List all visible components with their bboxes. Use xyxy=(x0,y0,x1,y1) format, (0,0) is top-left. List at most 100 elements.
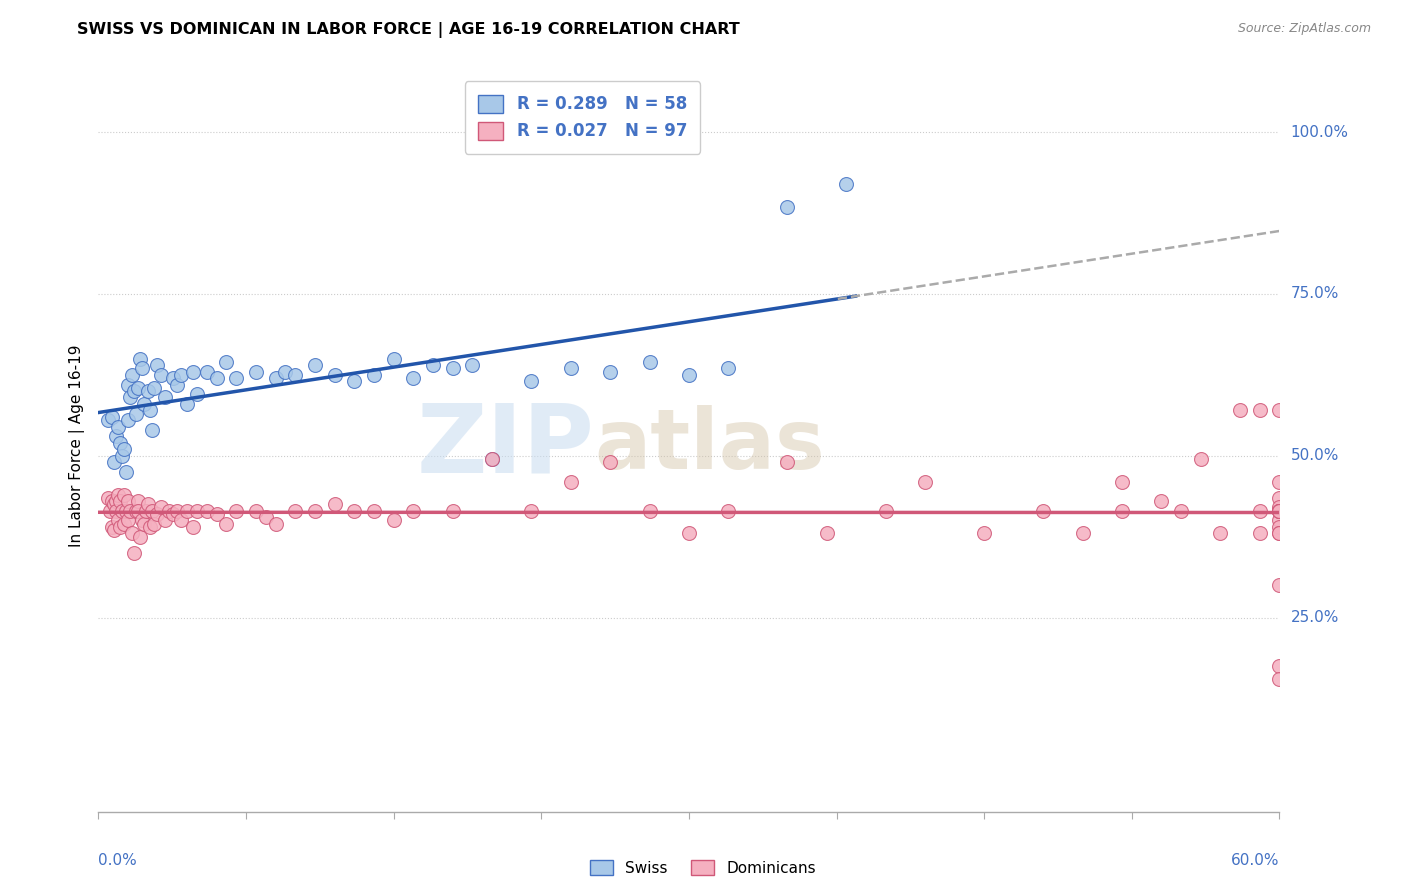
Point xyxy=(155,391,177,405)
Point xyxy=(101,520,124,534)
Point xyxy=(1150,494,1173,508)
Point xyxy=(245,504,267,518)
Point xyxy=(117,494,139,508)
Point xyxy=(127,504,149,518)
Point xyxy=(274,365,297,379)
Point xyxy=(115,504,138,518)
Point xyxy=(142,516,165,531)
Point xyxy=(117,413,139,427)
Point xyxy=(142,381,165,395)
Point xyxy=(481,452,503,467)
Point xyxy=(638,355,661,369)
Point xyxy=(402,371,425,385)
Point xyxy=(1268,403,1291,417)
Point xyxy=(101,494,124,508)
Point xyxy=(107,513,129,527)
Point xyxy=(162,371,184,385)
Point xyxy=(195,504,218,518)
Point xyxy=(1111,504,1133,518)
Point xyxy=(122,546,145,560)
Point xyxy=(166,504,188,518)
Point xyxy=(343,504,366,518)
Point xyxy=(162,507,184,521)
Point xyxy=(97,413,120,427)
Text: 100.0%: 100.0% xyxy=(1291,125,1348,139)
Point xyxy=(441,504,464,518)
Point xyxy=(323,368,346,382)
Point xyxy=(186,504,208,518)
Point xyxy=(112,487,135,501)
Point xyxy=(1268,504,1291,518)
Point xyxy=(131,361,153,376)
Point xyxy=(304,504,326,518)
Point xyxy=(138,403,160,417)
Point xyxy=(520,504,543,518)
Point xyxy=(1249,526,1271,541)
Point xyxy=(155,513,177,527)
Text: SWISS VS DOMINICAN IN LABOR FORCE | AGE 16-19 CORRELATION CHART: SWISS VS DOMINICAN IN LABOR FORCE | AGE … xyxy=(77,22,740,38)
Point xyxy=(1268,526,1291,541)
Point xyxy=(1268,504,1291,518)
Point xyxy=(1268,500,1291,515)
Point xyxy=(402,504,425,518)
Point xyxy=(141,423,163,437)
Point xyxy=(108,520,131,534)
Point xyxy=(101,409,124,424)
Point xyxy=(835,177,858,191)
Point xyxy=(973,526,995,541)
Point xyxy=(127,494,149,508)
Point xyxy=(121,526,143,541)
Point xyxy=(111,504,134,518)
Point xyxy=(1268,672,1291,686)
Point xyxy=(678,368,700,382)
Point xyxy=(638,504,661,518)
Point xyxy=(215,355,238,369)
Point xyxy=(1268,513,1291,527)
Point xyxy=(599,365,621,379)
Point xyxy=(815,526,838,541)
Point xyxy=(205,371,228,385)
Point xyxy=(125,407,148,421)
Point xyxy=(1170,504,1192,518)
Point xyxy=(97,491,120,505)
Point xyxy=(776,200,799,214)
Point xyxy=(1268,504,1291,518)
Point xyxy=(136,497,159,511)
Point xyxy=(118,504,141,518)
Legend: Swiss, Dominicans: Swiss, Dominicans xyxy=(585,854,821,881)
Legend: R = 0.289   N = 58, R = 0.027   N = 97: R = 0.289 N = 58, R = 0.027 N = 97 xyxy=(465,81,700,153)
Point xyxy=(103,497,125,511)
Point xyxy=(1249,504,1271,518)
Point xyxy=(225,504,247,518)
Point xyxy=(103,523,125,537)
Point xyxy=(195,365,218,379)
Point xyxy=(1209,526,1232,541)
Point xyxy=(138,520,160,534)
Point xyxy=(170,513,193,527)
Point xyxy=(1268,578,1291,592)
Point xyxy=(117,377,139,392)
Point xyxy=(132,397,155,411)
Point xyxy=(875,504,897,518)
Point xyxy=(128,351,150,366)
Point xyxy=(1111,475,1133,489)
Point xyxy=(422,358,444,372)
Point xyxy=(121,368,143,382)
Point xyxy=(131,513,153,527)
Point xyxy=(205,507,228,521)
Point xyxy=(117,513,139,527)
Point xyxy=(1268,491,1291,505)
Point xyxy=(914,475,936,489)
Point xyxy=(176,397,198,411)
Point xyxy=(181,365,204,379)
Point xyxy=(1268,526,1291,541)
Y-axis label: In Labor Force | Age 16-19: In Labor Force | Age 16-19 xyxy=(69,344,84,548)
Point xyxy=(1268,659,1291,673)
Point xyxy=(146,358,169,372)
Point xyxy=(157,504,180,518)
Point xyxy=(215,516,238,531)
Text: 25.0%: 25.0% xyxy=(1291,610,1339,625)
Point xyxy=(1268,475,1291,489)
Point xyxy=(181,520,204,534)
Point xyxy=(176,504,198,518)
